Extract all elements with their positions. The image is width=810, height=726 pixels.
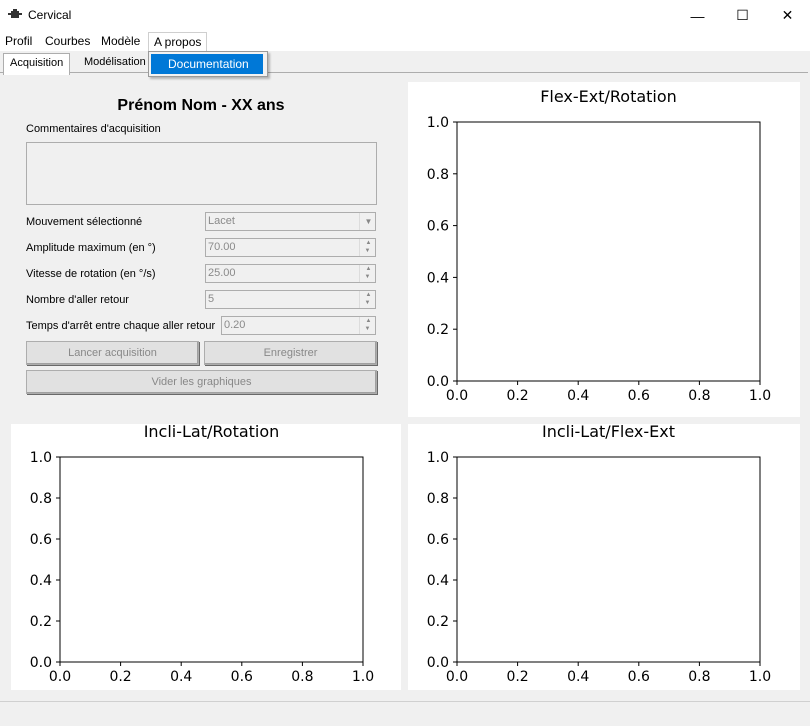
y-tick-label: 0.2 [30, 614, 52, 630]
plot-canvas: Flex-Ext/Rotation 0.00.0 0.2 0.2 0.4 0.4 0.6 0.… [427, 87, 771, 404]
y-tick-label: 0.2 [427, 322, 449, 338]
x-tick-label: 1.0 [749, 669, 771, 685]
menu-modele[interactable]: Modèle [101, 34, 141, 48]
y-tick-label: 1.0 [427, 115, 449, 131]
y-tick-label: 0.0 [427, 374, 449, 390]
plot-frame [456, 121, 761, 382]
amplitude-value: 70.00 [208, 241, 236, 253]
start-acquisition-button[interactable]: Lancer acquisition [26, 341, 199, 365]
y-tick-label: 0.0 [427, 655, 449, 671]
y-tick-label: 0.8 [30, 491, 52, 507]
x-tick-label: 0.0 [446, 669, 468, 685]
x-tick-label: 0.4 [567, 669, 589, 685]
y-tick-label: 0.2 [427, 614, 449, 630]
y-tick-label: 0.6 [30, 532, 52, 548]
menu-profil[interactable]: Profil [5, 34, 33, 48]
save-button[interactable]: Enregistrer [204, 341, 377, 365]
app-icon [8, 9, 22, 18]
minimize-icon: — [690, 7, 705, 24]
status-bar [0, 701, 810, 726]
plot-frame [59, 456, 364, 663]
chevron-down-icon[interactable]: ▼ [359, 213, 375, 230]
x-tick-label: 0.8 [688, 388, 710, 404]
x-tick-label: 0.2 [109, 669, 131, 685]
plot-title: Incli-Lat/Rotation [144, 424, 280, 441]
close-button[interactable]: ✕ [765, 0, 810, 31]
y-tick-label: 0.6 [427, 219, 449, 235]
plot-flex-ext-rotation: Flex-Ext/Rotation 0.0 0.0 0.2 0.2 0.4 0.4 0.6 0.… [408, 82, 800, 417]
menu-a-propos[interactable]: A propos [148, 32, 208, 51]
speed-spinbox[interactable]: 25.00 ▲ ▼ [205, 264, 376, 283]
x-tick-label: 0.8 [291, 669, 313, 685]
close-icon: ✕ [781, 7, 794, 23]
window-title: Cervical [28, 8, 72, 22]
tab-acquisition[interactable]: Acquisition [3, 53, 71, 75]
x-tick-label: 0.2 [506, 388, 528, 404]
spin-arrows-icon[interactable]: ▲ ▼ [359, 291, 375, 308]
amplitude-spinbox[interactable]: 70.00 ▲ ▼ [205, 238, 376, 257]
plot-canvas: Incli-Lat/Flex-Ext 0.00.0 0.2 0.2 0.4 0.4 0.6 0… [427, 424, 771, 685]
movement-label: Mouvement sélectionné [26, 216, 143, 228]
pause-spinbox[interactable]: 0.20 ▲ ▼ [221, 316, 376, 335]
x-tick-label: 0.2 [506, 669, 528, 685]
speed-value: 25.00 [208, 267, 236, 279]
plot-title: Flex-Ext/Rotation [540, 87, 677, 106]
menu-courbes[interactable]: Courbes [45, 34, 91, 48]
y-tick-label: 0.6 [427, 532, 449, 548]
y-tick-label: 1.0 [427, 450, 449, 466]
y-tick-label: 0.4 [427, 270, 449, 286]
y-tick-label: 1.0 [30, 450, 52, 466]
plot-frame [456, 456, 761, 663]
comments-textarea[interactable] [26, 142, 377, 205]
x-tick-label: 0.8 [688, 669, 710, 685]
x-tick-label: 0.0 [446, 388, 468, 404]
spin-arrows-icon[interactable]: ▲ ▼ [359, 317, 375, 334]
clear-graphs-button[interactable]: Vider les graphiques [26, 370, 377, 394]
movement-select[interactable]: Lacet ▼ [205, 212, 376, 231]
x-tick-label: 0.4 [567, 388, 589, 404]
y-tick-label: 0.8 [427, 491, 449, 507]
y-tick-label: 0.8 [427, 167, 449, 183]
x-tick-label: 1.0 [749, 388, 771, 404]
x-tick-label: 0.4 [170, 669, 192, 685]
x-tick-label: 0.0 [49, 669, 71, 685]
plot-incli-lat-flex-ext: Incli-Lat/Flex-Ext 0.0 0.0 0.2 0.2 0.4 0.4 0.6 0… [408, 424, 800, 690]
patient-name: Prénom Nom - XX ans [117, 97, 285, 114]
pause-label: Temps d'arrêt entre chaque aller retour [26, 320, 216, 332]
movement-value: Lacet [208, 215, 235, 227]
maximize-icon: ☐ [736, 7, 749, 23]
menu-item-documentation[interactable]: Documentation [151, 54, 263, 74]
plot-incli-lat-rotation: Incli-Lat/Rotation 0.0 0.0 0.2 0.2 0.4 0.4 0.6 0… [11, 424, 401, 690]
a-propos-dropdown: Documentation [148, 51, 268, 77]
comments-label: Commentaires d'acquisition [26, 123, 161, 135]
y-tick-label: 0.4 [30, 573, 52, 589]
cycles-spinbox[interactable]: 5 ▲ ▼ [205, 290, 376, 309]
tab-modelisation[interactable]: Modélisation [84, 56, 146, 68]
minimize-button[interactable]: — [675, 0, 720, 31]
y-tick-label: 0.0 [30, 655, 52, 671]
cycles-value: 5 [208, 293, 215, 305]
plot-canvas: Incli-Lat/Rotation 0.00.0 0.2 0.2 0.4 0.4 0.6 0… [30, 424, 374, 685]
x-tick-label: 0.6 [628, 388, 650, 404]
maximize-button[interactable]: ☐ [720, 0, 765, 31]
cycles-label: Nombre d'aller retour [26, 294, 129, 306]
y-tick-label: 0.4 [427, 573, 449, 589]
x-tick-label: 0.6 [628, 669, 650, 685]
x-tick-label: 0.6 [231, 669, 253, 685]
x-tick-label: 1.0 [352, 669, 374, 685]
spin-arrows-icon[interactable]: ▲ ▼ [359, 239, 375, 256]
speed-label: Vitesse de rotation (en °/s) [26, 268, 156, 280]
pause-value: 0.20 [224, 319, 246, 331]
amplitude-label: Amplitude maximum (en °) [26, 242, 156, 254]
spin-arrows-icon[interactable]: ▲ ▼ [359, 265, 375, 282]
tab-panel [0, 72, 808, 701]
plot-title: Incli-Lat/Flex-Ext [542, 424, 675, 441]
